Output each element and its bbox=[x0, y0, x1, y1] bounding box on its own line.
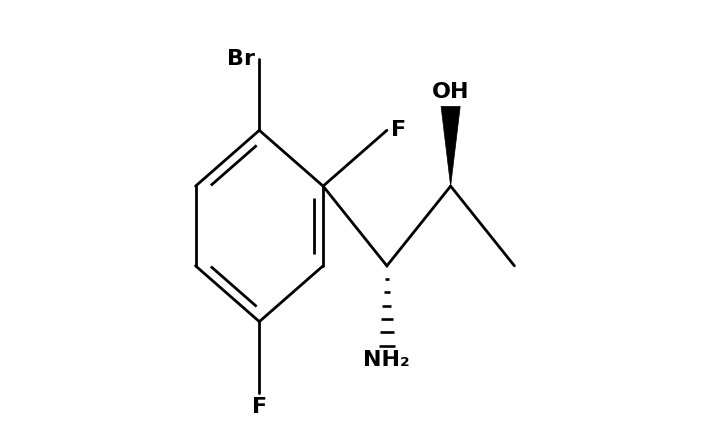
Polygon shape bbox=[441, 106, 461, 186]
Text: OH: OH bbox=[432, 82, 470, 102]
Text: NH₂: NH₂ bbox=[364, 350, 410, 370]
Text: Br: Br bbox=[227, 48, 256, 68]
Text: F: F bbox=[391, 120, 406, 140]
Text: F: F bbox=[252, 397, 267, 417]
